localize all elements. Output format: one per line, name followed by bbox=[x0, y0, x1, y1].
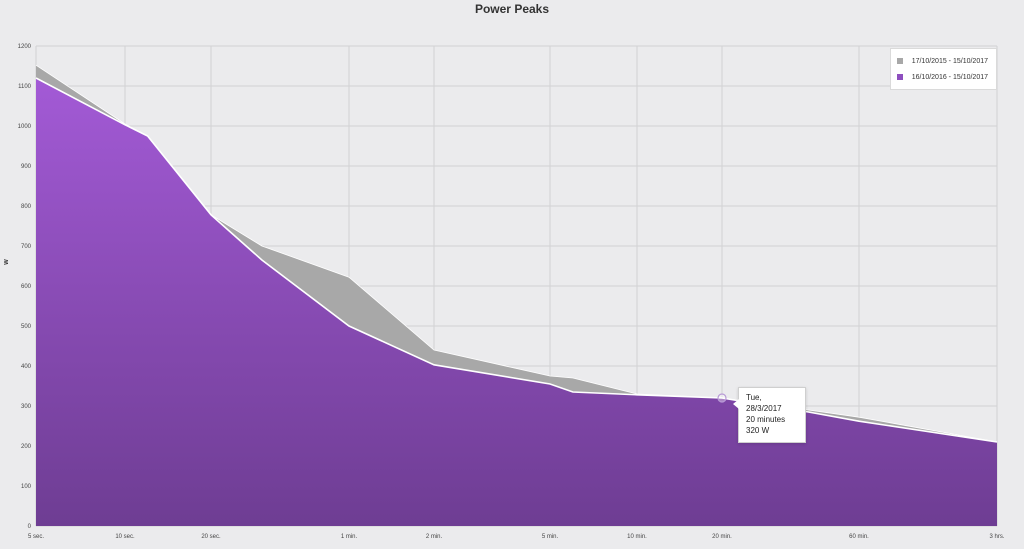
series-areas bbox=[35, 64, 998, 526]
hover-point-marker[interactable] bbox=[717, 393, 727, 403]
y-tick-label: 500 bbox=[21, 324, 32, 330]
x-tick-label: 20 sec. bbox=[201, 534, 221, 540]
y-tick-label: 900 bbox=[21, 164, 32, 170]
y-tick-label: 300 bbox=[21, 404, 32, 410]
x-tick-label: 2 min. bbox=[426, 534, 443, 540]
y-tick-label: 0 bbox=[28, 524, 32, 530]
axes: 0 100 200 300 400 500 600 700 800 900 1000 1100 1200… bbox=[18, 44, 1005, 540]
chart-title: Power Peaks bbox=[474, 2, 550, 16]
legend-swatch-icon bbox=[896, 58, 903, 64]
y-tick-label: 1100 bbox=[18, 84, 32, 90]
y-tick-label: 100 bbox=[21, 484, 32, 490]
y-tick-label: 600 bbox=[21, 284, 32, 290]
x-tick-label: 1 min. bbox=[341, 534, 358, 540]
series-area-2 bbox=[36, 78, 997, 526]
x-tick-label: 3 hrs. bbox=[989, 534, 1004, 540]
x-tick-label: 10 sec. bbox=[115, 534, 135, 540]
x-tick-label: 60 min. bbox=[849, 534, 869, 540]
tooltip: Tue, 28/3/2017 20 minutes 320 W bbox=[733, 387, 806, 443]
tooltip-arrow bbox=[733, 399, 739, 409]
legend-item-2[interactable]: 16/10/2016 - 15/10/2017 bbox=[896, 69, 988, 85]
y-axis-label: w bbox=[3, 259, 10, 266]
legend-label: 16/10/2016 - 15/10/2017 bbox=[911, 73, 988, 81]
tooltip-duration: 20 minutes bbox=[746, 415, 786, 424]
legend-label: 17/10/2015 - 15/10/2017 bbox=[911, 57, 988, 65]
x-tick-label: 5 min. bbox=[542, 534, 559, 540]
legend-swatch-icon bbox=[896, 74, 903, 80]
x-tick-label: 5 sec. bbox=[28, 534, 44, 540]
y-tick-label: 1200 bbox=[18, 44, 32, 50]
legend: 17/10/2015 - 15/10/2017 16/10/2016 - 15/… bbox=[889, 48, 997, 90]
tooltip-date: Tue, 28/3/2017 bbox=[746, 393, 782, 413]
x-tick-label: 20 min. bbox=[712, 534, 732, 540]
x-tick-label: 10 min. bbox=[627, 534, 647, 540]
tooltip-value: 320 W bbox=[746, 426, 770, 435]
y-tick-label: 1000 bbox=[18, 124, 32, 130]
legend-item-1[interactable]: 17/10/2015 - 15/10/2017 bbox=[896, 53, 988, 69]
y-tick-label: 400 bbox=[21, 364, 32, 370]
y-tick-label: 200 bbox=[21, 444, 32, 450]
y-tick-label: 800 bbox=[21, 204, 32, 210]
y-tick-label: 700 bbox=[21, 244, 32, 250]
